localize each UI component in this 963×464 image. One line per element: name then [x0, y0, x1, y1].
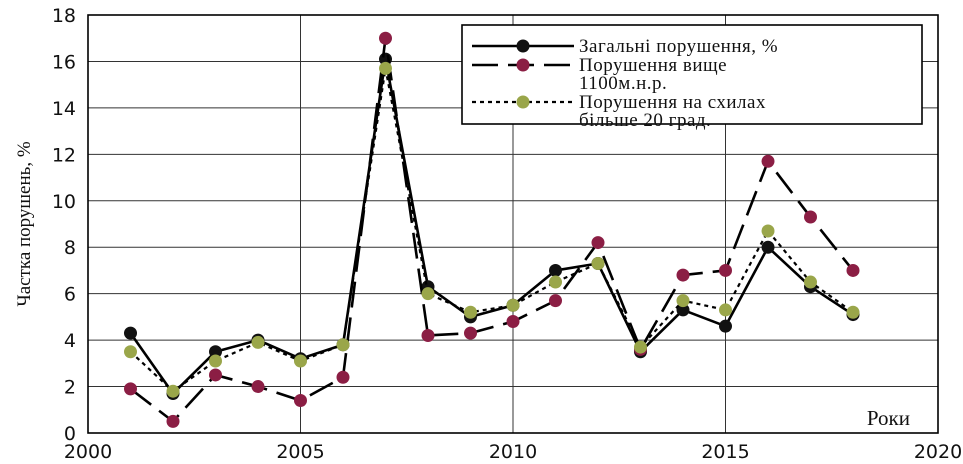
legend-label-line: 1100м.н.р. [579, 73, 667, 94]
y-tick-label: 0 [64, 423, 76, 445]
data-point-s2 [719, 263, 732, 277]
y-tick-label: 4 [64, 330, 76, 352]
data-point-s2 [336, 370, 350, 384]
data-point-s3 [506, 298, 520, 312]
y-tick-label: 16 [52, 51, 76, 73]
data-point-s2 [464, 326, 477, 340]
data-point-s3 [549, 275, 562, 289]
y-tick-label: 14 [52, 98, 76, 120]
x-axis-label-background [826, 401, 926, 429]
x-tick-label: 2020 [914, 441, 962, 463]
x-axis-label: Роки [867, 406, 910, 430]
legend-label-line: Порушення на схилах [579, 92, 766, 113]
data-point-s3 [336, 338, 350, 352]
data-point-s3 [719, 303, 732, 317]
data-point-s1 [124, 326, 137, 340]
data-point-s3 [464, 305, 477, 319]
data-point-s3 [591, 256, 605, 270]
y-tick-label: 6 [64, 284, 76, 306]
data-point-s1 [676, 303, 690, 317]
y-tick-label: 12 [52, 144, 76, 166]
plot-frame [87, 14, 939, 434]
legend-marker-s1 [516, 39, 530, 53]
data-point-s3 [846, 305, 860, 319]
legend-marker-s3 [516, 95, 530, 109]
data-point-s2 [209, 368, 222, 382]
series-line-s1 [129, 57, 854, 395]
data-point-s3 [379, 61, 392, 75]
data-point-s3 [761, 224, 775, 238]
legend-box [461, 24, 923, 125]
x-tick-label: 2000 [64, 441, 112, 463]
legend-label-s2: Порушення вище 1100м.н.р. [579, 55, 727, 94]
legend: Загальні порушення, %Порушення вище 1100м… [461, 24, 923, 131]
y-tick-label: 2 [64, 377, 76, 399]
data-point-s2 [251, 380, 265, 394]
data-point-s2 [846, 263, 860, 277]
data-point-s1 [549, 263, 562, 277]
data-point-s3 [124, 345, 137, 359]
legend-label-s1: Загальні порушення, % [579, 36, 778, 57]
x-tick-label: 2010 [489, 441, 537, 463]
data-point-s2 [421, 328, 435, 342]
data-point-s2 [591, 236, 605, 250]
data-point-s1 [719, 319, 732, 333]
data-point-s3 [676, 294, 690, 308]
legend-label-line: Порушення вище [579, 55, 727, 76]
series-line-s2 [129, 36, 855, 423]
y-tick-label: 10 [52, 191, 76, 213]
x-tick-label: 2015 [701, 441, 749, 463]
data-point-s2 [804, 210, 817, 224]
data-point-s2 [506, 315, 520, 329]
series-s3 [124, 61, 860, 398]
x-tick-labels: 2000 2005 2010 2015 2020 [64, 441, 962, 463]
data-point-s1 [761, 240, 775, 254]
legend-label-line: Загальні порушення, % [579, 36, 778, 57]
data-point-s2 [549, 294, 562, 308]
legend-label-line: більше 20 град. [579, 110, 711, 131]
data-point-s2 [676, 268, 690, 282]
y-tick-labels: 0 2 4 6 8 10 12 14 16 18 [52, 5, 76, 445]
data-point-s2 [294, 393, 307, 407]
data-point-s3 [251, 335, 265, 349]
data-point-s2 [124, 382, 137, 396]
series-line-s3 [129, 67, 854, 393]
data-point-s1 [209, 345, 222, 359]
y-tick-label: 8 [64, 237, 76, 259]
data-series [124, 31, 860, 428]
data-point-s3 [166, 384, 180, 398]
series-s2 [124, 31, 860, 428]
data-point-s3 [804, 275, 817, 289]
data-point-s3 [294, 354, 307, 368]
data-point-s2 [379, 31, 392, 45]
data-point-s2 [761, 154, 775, 168]
x-tick-label: 2005 [276, 441, 324, 463]
data-point-s3 [421, 287, 435, 301]
y-tick-label: 18 [52, 5, 76, 27]
y-axis-label: Частка порушень, % [14, 141, 35, 306]
legend-label-s3: Порушення на схилах більше 20 град. [579, 92, 766, 131]
data-point-s3 [209, 354, 222, 368]
legend-marker-s2 [516, 58, 530, 72]
data-point-s3 [634, 340, 647, 354]
data-point-s2 [166, 414, 180, 428]
